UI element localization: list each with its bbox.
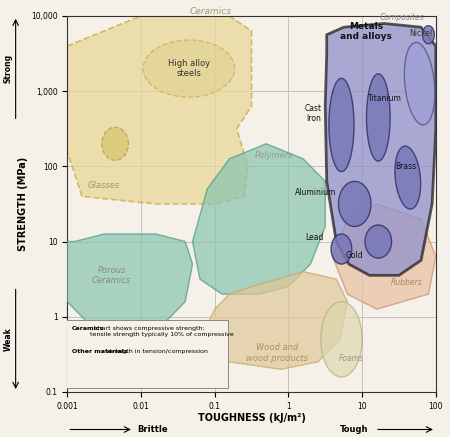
Polygon shape xyxy=(395,146,421,209)
Text: Polymers: Polymers xyxy=(255,151,294,160)
Polygon shape xyxy=(329,78,354,172)
Y-axis label: STRENGTH (MPa): STRENGTH (MPa) xyxy=(18,157,28,251)
Text: Aluminium: Aluminium xyxy=(295,188,336,197)
Text: Foams: Foams xyxy=(338,354,364,363)
Polygon shape xyxy=(67,16,252,204)
Polygon shape xyxy=(331,234,352,264)
Polygon shape xyxy=(338,181,371,226)
Text: High alloy
steels: High alloy steels xyxy=(168,59,210,78)
Text: Brass: Brass xyxy=(395,162,416,171)
Text: : chart shows compressive strength;
tensile strength typically 10% of compressiv: : chart shows compressive strength; tens… xyxy=(90,326,234,337)
Polygon shape xyxy=(325,24,436,275)
Text: Ceramics: Ceramics xyxy=(72,326,104,331)
Text: Glasses: Glasses xyxy=(88,180,120,190)
Text: Composites: Composites xyxy=(380,13,425,22)
Polygon shape xyxy=(143,40,234,97)
Text: Strong: Strong xyxy=(4,54,13,83)
Text: Cast
Iron: Cast Iron xyxy=(305,104,322,123)
Polygon shape xyxy=(423,26,434,44)
Text: Wood and
wood products: Wood and wood products xyxy=(246,343,308,363)
Polygon shape xyxy=(365,225,392,258)
Polygon shape xyxy=(193,144,325,294)
Text: Metals
and alloys: Metals and alloys xyxy=(340,22,392,42)
X-axis label: TOUGHNESS (kJ/m²): TOUGHNESS (kJ/m²) xyxy=(198,413,306,423)
Text: Tough: Tough xyxy=(339,425,368,434)
Text: Weak: Weak xyxy=(4,327,13,351)
Polygon shape xyxy=(333,204,436,309)
Text: : strength in tension/compression: : strength in tension/compression xyxy=(102,349,208,354)
Text: Gold: Gold xyxy=(346,250,364,260)
FancyBboxPatch shape xyxy=(65,320,228,388)
Text: Brittle: Brittle xyxy=(138,425,168,434)
Text: Lead: Lead xyxy=(306,233,324,242)
Text: Porous
Ceramics: Porous Ceramics xyxy=(92,266,131,285)
Text: Titanium: Titanium xyxy=(368,94,402,103)
Polygon shape xyxy=(200,272,347,369)
Polygon shape xyxy=(321,302,362,377)
Polygon shape xyxy=(405,42,435,125)
Text: Nickel: Nickel xyxy=(409,29,432,38)
Polygon shape xyxy=(102,127,128,160)
Polygon shape xyxy=(366,74,390,161)
Text: Rubbers: Rubbers xyxy=(391,278,422,288)
Text: Ceramics: Ceramics xyxy=(190,7,232,16)
Polygon shape xyxy=(67,234,193,332)
Text: Other materials: Other materials xyxy=(72,349,127,354)
